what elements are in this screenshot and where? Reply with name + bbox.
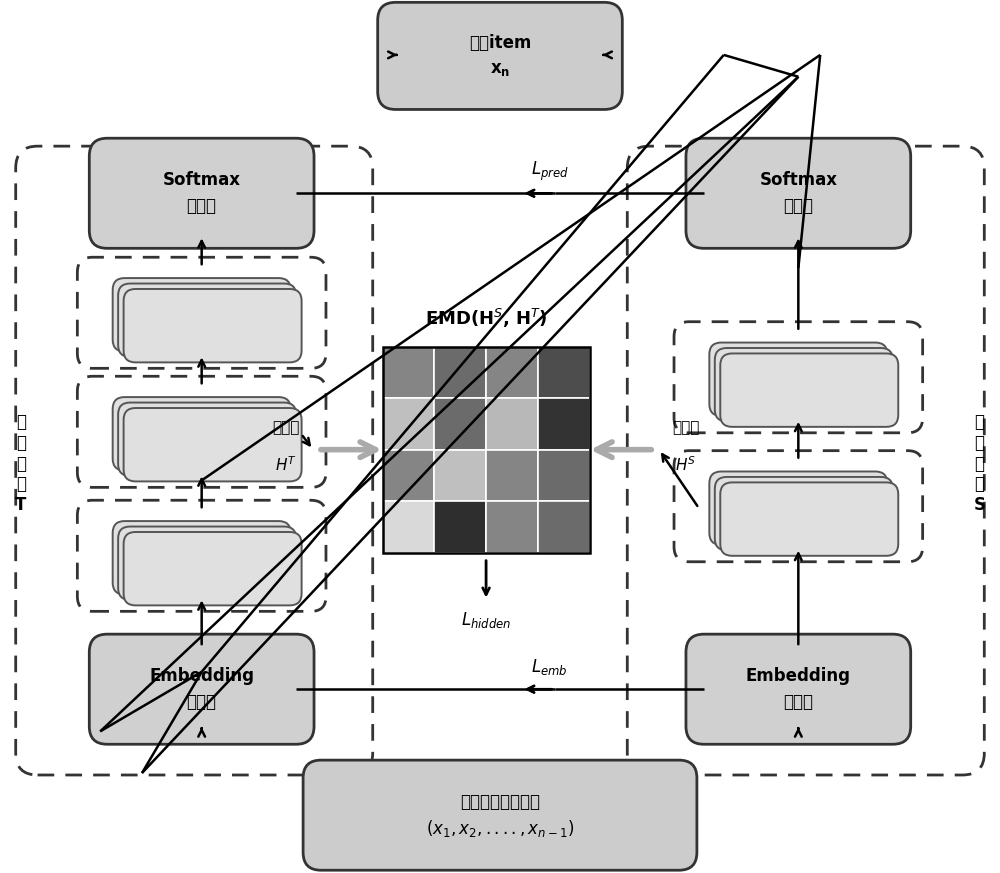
- Text: EMD(H$^S$, H$^T$): EMD(H$^S$, H$^T$): [425, 307, 547, 330]
- FancyBboxPatch shape: [113, 521, 291, 595]
- FancyBboxPatch shape: [303, 760, 697, 870]
- FancyBboxPatch shape: [89, 138, 314, 248]
- Text: 用户历史浏览序列: 用户历史浏览序列: [460, 794, 540, 811]
- Text: 输出层: 输出层: [187, 197, 217, 215]
- FancyBboxPatch shape: [124, 532, 302, 605]
- FancyBboxPatch shape: [715, 477, 893, 550]
- Bar: [538, 501, 590, 553]
- Text: $\mathbf{x_n}$: $\mathbf{x_n}$: [490, 59, 510, 78]
- Bar: [486, 347, 538, 398]
- Text: $L_{emb}$: $L_{emb}$: [531, 657, 568, 677]
- Bar: [434, 501, 486, 553]
- Text: 隐状态: 隐状态: [672, 420, 700, 436]
- FancyBboxPatch shape: [720, 483, 898, 556]
- FancyBboxPatch shape: [709, 342, 887, 416]
- FancyBboxPatch shape: [113, 397, 291, 471]
- Bar: [383, 450, 434, 501]
- Text: $L_{hidden}$: $L_{hidden}$: [461, 610, 511, 630]
- Bar: [486, 450, 538, 501]
- FancyBboxPatch shape: [124, 289, 302, 362]
- Bar: [434, 347, 486, 398]
- Text: 学
生
模
型
S: 学 生 模 型 S: [973, 413, 985, 514]
- Bar: [383, 501, 434, 553]
- Bar: [383, 347, 434, 398]
- FancyBboxPatch shape: [686, 634, 911, 745]
- Text: $H^S$: $H^S$: [675, 455, 696, 474]
- FancyBboxPatch shape: [89, 634, 314, 745]
- Text: 教
师
模
型
T: 教 师 模 型 T: [15, 413, 26, 514]
- FancyBboxPatch shape: [118, 526, 296, 600]
- Text: $L_{pred}$: $L_{pred}$: [531, 160, 569, 183]
- Bar: [434, 398, 486, 450]
- FancyBboxPatch shape: [720, 354, 898, 427]
- FancyBboxPatch shape: [118, 402, 296, 476]
- Text: 输出层: 输出层: [783, 197, 813, 215]
- Text: 预测item: 预测item: [469, 34, 531, 52]
- Bar: [383, 347, 590, 553]
- Text: Embedding: Embedding: [746, 667, 851, 685]
- Text: $H^T$: $H^T$: [275, 455, 297, 474]
- Bar: [486, 398, 538, 450]
- Text: 输入层: 输入层: [187, 693, 217, 711]
- FancyBboxPatch shape: [118, 284, 296, 357]
- FancyBboxPatch shape: [686, 138, 911, 248]
- Text: $(x_1, x_2,....,x_{n-1})$: $(x_1, x_2,....,x_{n-1})$: [426, 818, 574, 839]
- Bar: [434, 450, 486, 501]
- FancyBboxPatch shape: [113, 278, 291, 352]
- Bar: [486, 501, 538, 553]
- Text: 输入层: 输入层: [783, 693, 813, 711]
- FancyBboxPatch shape: [124, 408, 302, 481]
- FancyBboxPatch shape: [715, 348, 893, 422]
- Bar: [538, 450, 590, 501]
- Bar: [538, 398, 590, 450]
- FancyBboxPatch shape: [378, 3, 622, 109]
- Bar: [538, 347, 590, 398]
- Text: Softmax: Softmax: [163, 171, 241, 189]
- Text: 隐状态: 隐状态: [273, 420, 300, 436]
- Bar: [383, 398, 434, 450]
- FancyBboxPatch shape: [709, 471, 887, 545]
- Text: Softmax: Softmax: [759, 171, 837, 189]
- Text: Embedding: Embedding: [149, 667, 254, 685]
